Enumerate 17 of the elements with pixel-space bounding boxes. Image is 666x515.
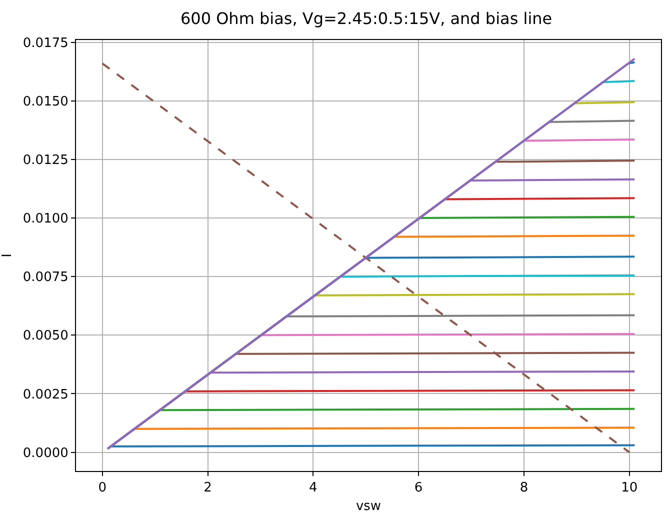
y-tick-label: 0.0000 — [22, 446, 68, 461]
x-tick-label: 2 — [204, 480, 212, 496]
x-tick-label: 8 — [520, 480, 528, 496]
x-axis-title: vsw — [356, 499, 382, 514]
y-tick-label: 0.0050 — [22, 328, 68, 344]
x-tick-label: 0 — [98, 480, 106, 496]
y-axis-title: I — [0, 254, 15, 258]
x-tick-label: 4 — [309, 480, 318, 496]
x-tick-label: 6 — [414, 480, 423, 496]
y-tick-label: 0.0175 — [22, 36, 68, 51]
y-tick-label: 0.0125 — [22, 153, 68, 168]
y-tick-label: 0.0150 — [22, 94, 68, 110]
y-tick-label: 0.0100 — [22, 212, 68, 227]
y-tick-label: 0.0025 — [22, 387, 68, 402]
chart-title: 600 Ohm bias, Vg=2.45:0.5:15V, and bias line — [180, 9, 552, 28]
y-tick-label: 0.0075 — [22, 270, 68, 286]
x-tick-label: 10 — [621, 480, 638, 496]
